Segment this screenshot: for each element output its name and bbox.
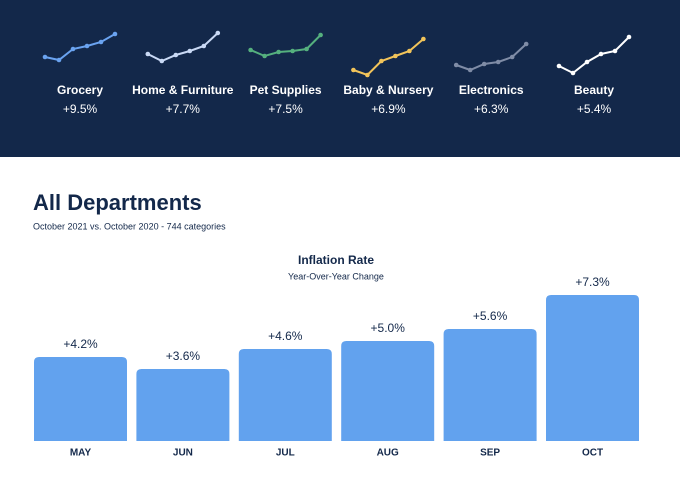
sparkline — [44, 33, 116, 62]
sparkline-point — [42, 54, 48, 60]
department-name: Baby & Nursery — [343, 83, 433, 97]
sparkline-point — [365, 72, 370, 78]
sparkline-point — [407, 48, 412, 54]
bar — [34, 357, 127, 441]
sparkline-point — [290, 48, 295, 54]
x-tick-label: JUL — [276, 448, 295, 459]
sparkline-point — [421, 36, 426, 42]
sparkline-point — [201, 43, 207, 49]
sparkline-point — [112, 31, 118, 37]
sparkline — [250, 34, 322, 58]
sparkline-point — [584, 59, 590, 65]
value-label: +3.6% — [166, 349, 201, 363]
sparkline-point — [570, 70, 576, 76]
chart-title: Inflation Rate — [298, 253, 374, 267]
sparkline-point — [159, 58, 165, 64]
department-change: +6.9% — [371, 102, 406, 116]
bar — [136, 369, 230, 441]
sparkline-point — [481, 61, 487, 67]
sparkline-point — [379, 58, 384, 64]
x-tick-label: AUG — [377, 448, 399, 459]
sparkline-point — [523, 41, 529, 47]
department-change: +6.3% — [474, 102, 509, 116]
sparkline-point — [612, 48, 618, 54]
x-tick-label: MAY — [70, 448, 92, 459]
bar — [238, 349, 332, 441]
sparkline-point — [318, 32, 323, 38]
bar — [443, 329, 537, 441]
bar — [341, 341, 435, 441]
sparkline-point — [98, 39, 104, 45]
sparkline-point — [187, 48, 193, 54]
sparkline-point — [598, 51, 604, 57]
sparkline-point — [351, 67, 356, 73]
sparkline — [353, 38, 425, 77]
sparkline-point — [304, 46, 309, 52]
sparkline — [147, 32, 219, 63]
sparkline-point — [393, 53, 398, 59]
sparkline-point — [70, 46, 76, 52]
sparkline-point — [56, 57, 62, 63]
sparkline-point — [556, 63, 562, 69]
sparkline-point — [215, 30, 221, 36]
value-label: +4.2% — [63, 337, 98, 351]
sparkline-point — [84, 43, 90, 49]
x-tick-label: SEP — [480, 448, 500, 459]
sparkline-point — [276, 49, 281, 55]
value-label: +5.6% — [473, 309, 508, 323]
page-subtitle: October 2021 vs. October 2020 - 744 cate… — [33, 221, 226, 231]
x-tick-label: OCT — [582, 448, 603, 459]
department-change: +7.5% — [268, 102, 303, 116]
value-label: +7.3% — [575, 275, 610, 289]
department-name: Beauty — [574, 83, 614, 97]
sparkline-point — [262, 53, 267, 59]
sparkline-point — [173, 52, 179, 58]
department-change: +5.4% — [577, 102, 612, 116]
sparkline-point — [509, 54, 515, 60]
page-title: All Departments — [33, 190, 202, 215]
department-change: +9.5% — [63, 102, 98, 116]
sparkline — [558, 36, 630, 75]
bar — [546, 295, 639, 441]
sparkline-point — [626, 34, 632, 40]
header-banner — [0, 0, 680, 157]
value-label: +5.0% — [371, 321, 406, 335]
sparkline-point — [248, 47, 253, 53]
department-name: Grocery — [57, 83, 103, 97]
sparkline-point — [453, 62, 459, 68]
department-name: Home & Furniture — [132, 83, 234, 97]
sparkline — [455, 43, 527, 72]
department-change: +7.7% — [166, 102, 201, 116]
department-name: Electronics — [459, 83, 524, 97]
sparkline-point — [495, 59, 501, 65]
x-tick-label: JUN — [173, 448, 193, 459]
sparkline-point — [467, 67, 473, 73]
chart-subtitle: Year-Over-Year Change — [288, 271, 384, 281]
department-name: Pet Supplies — [250, 83, 322, 97]
sparkline-point — [145, 51, 151, 57]
value-label: +4.6% — [268, 329, 303, 343]
